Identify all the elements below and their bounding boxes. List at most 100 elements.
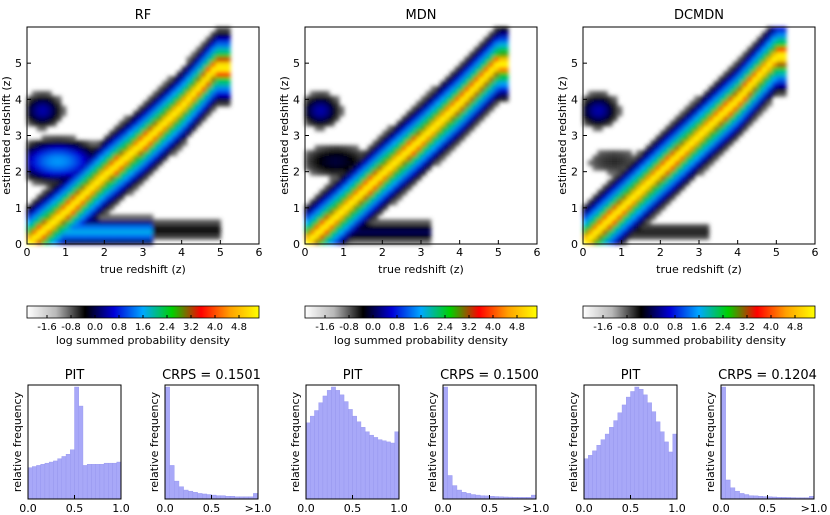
heatmap-cell [104, 204, 110, 211]
heatmap-cell [152, 224, 159, 230]
heatmap-cell [655, 150, 661, 156]
heatmap-cell [46, 165, 52, 171]
heatmap-cell [684, 179, 690, 186]
heatmap-cell [372, 204, 379, 211]
heatmap-cell [660, 160, 666, 166]
heatmap-cell [162, 219, 168, 225]
heatmap-cell [401, 165, 408, 171]
heatmap-cell [597, 96, 603, 102]
heatmap-cell [157, 135, 163, 142]
heatmap-cell [670, 179, 676, 186]
heatmap-cell [128, 165, 134, 171]
heatmap-cell [343, 224, 350, 230]
heatmap-cell [488, 71, 495, 77]
heatmap-cell [51, 165, 57, 171]
histogram-bar [452, 485, 458, 500]
heatmap-cell [626, 160, 632, 166]
heatmap-cell [99, 174, 105, 181]
heatmap-cell [435, 115, 441, 122]
heatmap-cell [319, 204, 325, 211]
heatmap-cell [104, 135, 110, 142]
heatmap-cell [660, 145, 666, 151]
x-tick-label: 0.0 [156, 502, 174, 515]
heatmap-cell [41, 110, 47, 117]
heatmap-cell [191, 234, 197, 240]
heatmap-cell [483, 56, 490, 63]
heatmap-cell [435, 145, 441, 151]
heatmap-cell [56, 145, 62, 151]
heatmap-cell [80, 204, 86, 211]
heatmap-cell [225, 66, 231, 72]
heatmap-cell [708, 120, 715, 127]
heatmap-cell [181, 234, 188, 240]
heatmap-cell [162, 145, 168, 151]
heatmap-cell [196, 234, 202, 240]
x-tick-label: 0.0 [575, 502, 593, 515]
heatmap-cell [147, 224, 154, 230]
heatmap-cell [454, 115, 461, 122]
heatmap-cell [616, 110, 623, 117]
heatmap-cell [372, 214, 379, 220]
heatmap-cell [674, 170, 681, 176]
heatmap-cell [319, 219, 325, 225]
x-tick-label: 1 [340, 246, 347, 259]
heatmap-cell [776, 36, 782, 43]
heatmap-cell [191, 120, 197, 127]
y-tick-label: 2 [15, 166, 22, 179]
histogram-bar [475, 494, 481, 500]
heatmap-cell [708, 140, 715, 146]
heatmap-cell [771, 81, 777, 87]
heatmap-cell [703, 100, 710, 107]
x-tick-label: 4 [456, 246, 463, 259]
heatmap-cell [703, 150, 710, 156]
heatmap-cell [416, 115, 422, 122]
heatmap-cell [607, 234, 613, 240]
heatmap-cell [215, 219, 221, 225]
heatmap-cell [147, 229, 154, 235]
heatmap-cell [636, 165, 642, 171]
histogram-bar [651, 411, 657, 500]
heatmap-cell [703, 140, 710, 146]
heatmap-cell [157, 115, 163, 122]
histogram-bar [592, 450, 597, 500]
heatmap-cell [440, 155, 446, 161]
heatmap-cell [27, 120, 33, 127]
heatmap-cell [771, 86, 777, 92]
heatmap-cell [305, 224, 311, 230]
heatmap-cell [674, 140, 681, 146]
heatmap-cell [157, 219, 163, 225]
heatmap-cell [757, 86, 763, 92]
heatmap-cell [309, 214, 316, 220]
heatmap-cell [181, 229, 188, 235]
heatmap-cell [152, 165, 159, 171]
heatmap-cell [416, 120, 422, 127]
heatmap-cell [143, 239, 149, 245]
heatmap-cell [382, 165, 388, 171]
heatmap-cell [650, 165, 657, 171]
heatmap-cell [46, 100, 52, 107]
heatmap-cell [60, 189, 67, 196]
heatmap-cell [147, 100, 154, 107]
heatmap-cell [338, 145, 345, 151]
heatmap-cell [747, 96, 753, 102]
heatmap-cell [411, 165, 417, 171]
heatmap-cell [109, 179, 115, 186]
heatmap-cell [314, 219, 321, 225]
heatmap-cell [123, 115, 130, 122]
heatmap-cell [89, 239, 96, 245]
heatmap-cell [382, 170, 388, 176]
heatmap-cell [353, 184, 359, 191]
x-tick-label: 0 [580, 246, 587, 259]
heatmap-cell [128, 145, 134, 151]
heatmap-cell [377, 234, 383, 240]
heatmap-cell [46, 189, 52, 196]
heatmap-cell [324, 199, 330, 206]
histogram-bar [373, 437, 379, 500]
heatmap-cell [636, 229, 642, 235]
heatmap-cell [65, 224, 72, 230]
heatmap-cell [396, 160, 403, 166]
heatmap-cell [324, 209, 330, 216]
heatmap-cell [118, 234, 125, 240]
heatmap-cell [674, 120, 681, 127]
